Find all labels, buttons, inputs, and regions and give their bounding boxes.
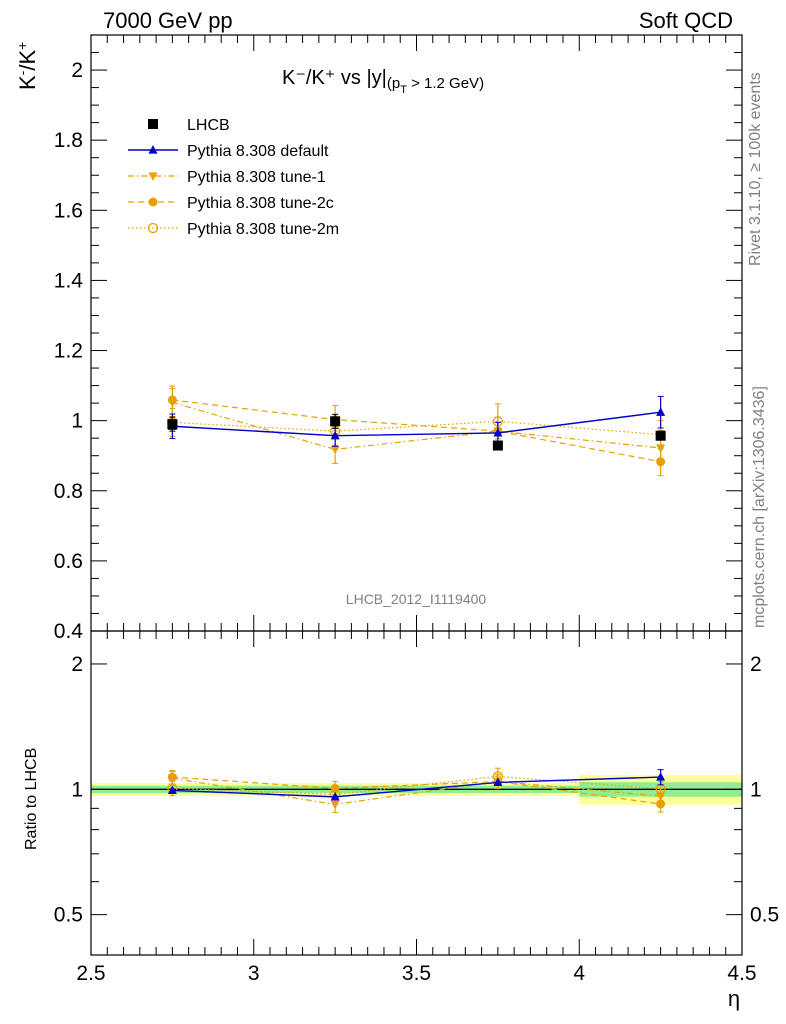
series-lhcb	[167, 413, 666, 451]
marker-triangle-up	[656, 407, 666, 416]
marker-circle	[167, 772, 177, 782]
ratio-series-pythia-8-308-default	[167, 769, 666, 801]
title-sub-rest: > 1.2 GeV)	[407, 75, 484, 92]
legend-item: Pythia 8.308 default	[128, 143, 329, 160]
mcplots-label: mcplots.cern.ch [arXiv:1306.3436]	[751, 386, 768, 628]
marker-square	[492, 440, 503, 451]
y-tick-label: 2	[71, 653, 83, 676]
header-right: Soft QCD	[639, 8, 733, 33]
legend-label: Pythia 8.308 default	[187, 143, 329, 160]
legend-label: Pythia 8.308 tune-2c	[187, 195, 334, 212]
series-line	[172, 776, 661, 805]
y-tick-label: 1.4	[54, 269, 84, 292]
ratio-panel-y-tick-labels: 0.5 0.5 1 1 2 2	[54, 653, 779, 927]
ratio-y-axis-label: Ratio to LHCB	[23, 748, 40, 850]
series-line	[172, 411, 661, 437]
marker-triangle-up	[167, 785, 177, 794]
marker-circle	[148, 197, 158, 207]
x-tick-label: 2.5	[76, 962, 105, 985]
y-tick-label: 1	[71, 778, 83, 801]
marker-triangle-up	[148, 145, 158, 154]
marker-triangle-up	[493, 427, 503, 437]
marker-triangle-up	[330, 791, 340, 801]
y-tick-label: 1.6	[54, 199, 83, 222]
y-tick-label: 1	[71, 410, 83, 433]
series-pythia-8-308-tune-2m	[167, 403, 666, 450]
rivet-label: Rivet 3.1.10, ≥ 100k events	[747, 72, 764, 266]
series-line	[172, 399, 661, 463]
y-tick-label: 0.5	[54, 904, 83, 927]
x-tick-label: 4.5	[727, 962, 756, 985]
marker-square	[167, 419, 178, 430]
ratio-panel-data	[167, 767, 666, 813]
chart-title: K⁻/K⁺ vs |y|(pT > 1.2 GeV)	[282, 67, 484, 96]
main-panel-y-tick-labels: 0.4 0.6 0.8 1 1.2 1.4 1.6 1.8 2	[54, 59, 84, 643]
legend-item: LHCB	[148, 117, 230, 134]
title-sub-index: T	[400, 84, 407, 96]
marker-circle-open	[147, 222, 159, 234]
marker-circle	[656, 799, 666, 809]
ratio-panel-ticks	[90, 631, 743, 956]
marker-triangle-down	[330, 445, 340, 455]
title-sub: (p	[387, 75, 400, 92]
marker-square	[148, 119, 158, 129]
y-tick-label: 2	[71, 59, 83, 82]
y-tick-label-right: 2	[750, 653, 762, 676]
header-left: 7000 GeV pp	[103, 8, 233, 33]
legend-label: Pythia 8.308 tune-1	[187, 169, 326, 186]
marker-triangle-down	[330, 800, 340, 810]
marker-square	[330, 416, 341, 427]
marker-triangle-up	[493, 777, 503, 786]
ratio-panel: 0.5 0.5 1 1 2 2 2.5 3 3.5 4 4.5 Ratio to LHCB η	[23, 630, 779, 1011]
x-tick-label: 3	[248, 962, 260, 985]
legend-item: Pythia 8.308 tune-2c	[128, 195, 334, 212]
title-main: K⁻/K⁺ vs |y|	[282, 67, 387, 89]
x-tick-labels: 2.5 3 3.5 4 4.5	[76, 962, 756, 985]
y-tick-label: 0.4	[54, 620, 84, 643]
series-line	[172, 776, 661, 798]
marker-triangle-up	[330, 430, 340, 440]
y-tick-label: 1.8	[54, 129, 83, 152]
legend: LHCB Pythia 8.308 default Pythia 8.308 tun…	[128, 117, 339, 238]
legend-item: Pythia 8.308 tune-2m	[128, 221, 339, 238]
legend-item: Pythia 8.308 tune-1	[128, 169, 326, 186]
main-panel-ticks	[90, 34, 743, 632]
main-panel: 0.4 0.6 0.8 1 1.2 1.4 1.6 1.8 2 K-/K+ K⁻/K⁺ vs |…	[14, 34, 743, 643]
y-tick-label: 1.2	[54, 340, 83, 363]
y-tick-label: 0.8	[54, 480, 83, 503]
marker-triangle-up	[656, 772, 666, 781]
marker-circle	[330, 783, 340, 793]
series-line	[172, 777, 661, 805]
marker-triangle-down	[148, 172, 158, 181]
marker-square	[655, 430, 666, 441]
series-line	[172, 420, 661, 436]
x-axis-label: η	[728, 986, 740, 1011]
y-tick-label: 0.6	[54, 550, 83, 573]
main-panel-data	[167, 385, 666, 477]
marker-circle	[167, 395, 177, 405]
legend-label: LHCB	[187, 117, 230, 134]
x-tick-label: 3.5	[402, 962, 431, 985]
y-tick-label-right: 1	[750, 778, 762, 801]
marker-circle	[656, 457, 666, 467]
legend-label: Pythia 8.308 tune-2m	[187, 221, 339, 238]
series-pythia-8-308-default	[167, 395, 666, 447]
main-y-axis-label: K-/K+	[14, 42, 40, 90]
series-line	[172, 401, 661, 451]
y-tick-label-right: 0.5	[750, 904, 779, 927]
watermark: LHCB_2012_I1119400	[346, 591, 487, 607]
x-tick-label: 4	[573, 962, 585, 985]
